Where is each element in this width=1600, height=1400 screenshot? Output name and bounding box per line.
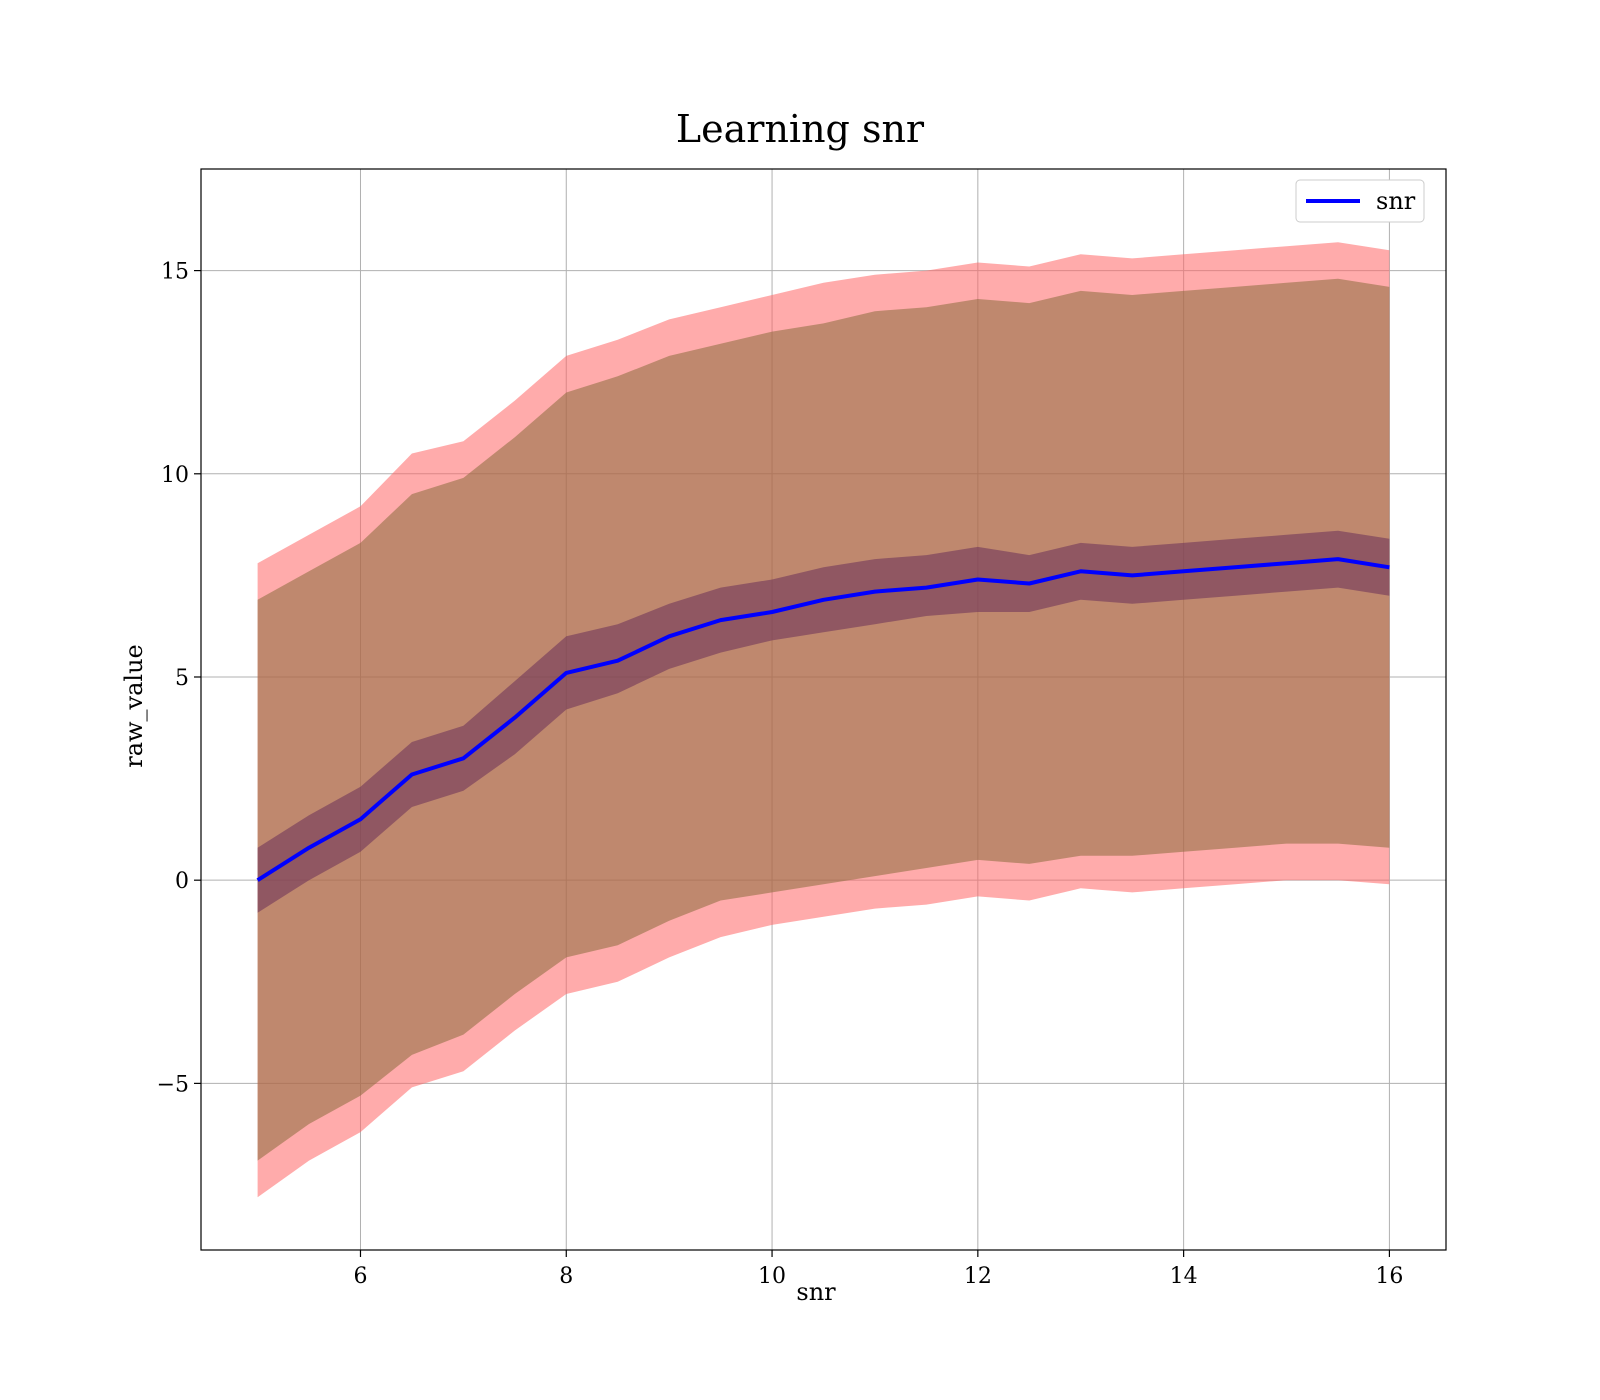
legend-label-snr: snr <box>1376 187 1416 215</box>
x-tick-label: 10 <box>758 1264 786 1289</box>
x-tick-label: 16 <box>1375 1264 1403 1289</box>
y-tick-label: 5 <box>175 666 189 691</box>
y-axis-label: raw_value <box>120 644 148 768</box>
band-areas <box>257 242 1390 1198</box>
chart-title: Learning snr <box>676 107 925 151</box>
axis-ticks: 6 8 10 12 14 16 −5 0 5 10 15 <box>157 260 1404 1289</box>
snr-series-line <box>256 557 1390 882</box>
x-tick-label: 6 <box>353 1264 367 1289</box>
y-tick-label: 0 <box>175 869 189 894</box>
x-tick-label: 8 <box>559 1264 573 1289</box>
x-axis-label: snr <box>796 1278 836 1306</box>
series-lines <box>256 557 1390 882</box>
x-tick-label: 12 <box>964 1264 992 1289</box>
y-tick-label: 15 <box>161 260 189 285</box>
middle-band-area <box>257 278 1390 1161</box>
inner-band-area <box>257 530 1390 913</box>
plot-frame <box>200 168 1447 1251</box>
y-tick-label: 10 <box>161 463 189 488</box>
legend: snr <box>1295 179 1425 223</box>
y-tick-label: −5 <box>157 1072 189 1097</box>
x-tick-label: 14 <box>1170 1264 1198 1289</box>
